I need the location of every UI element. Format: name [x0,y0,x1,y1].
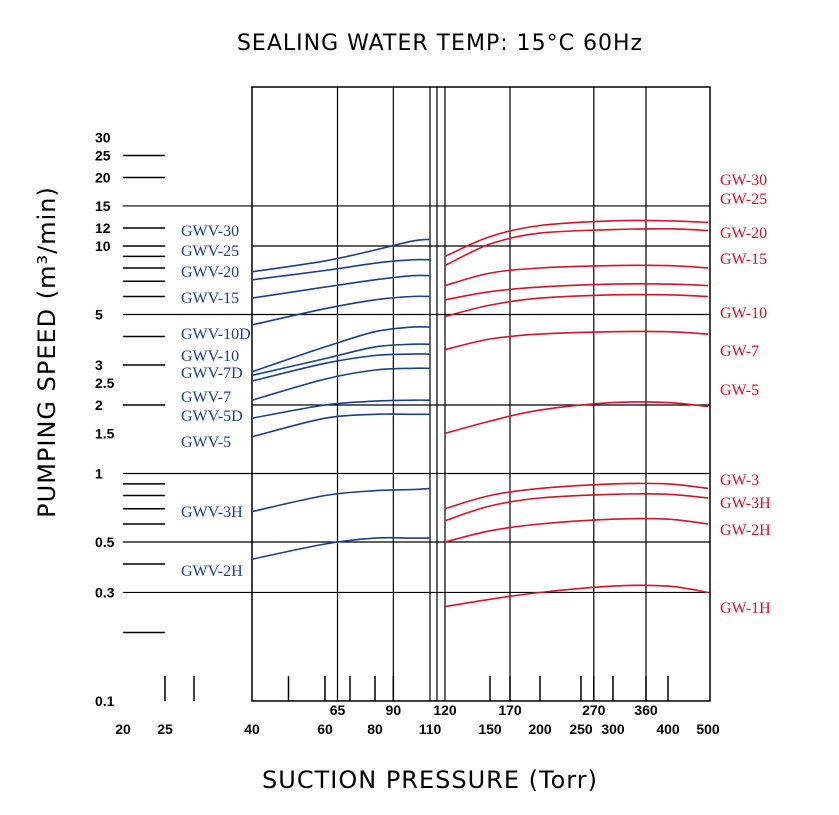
series-line-gw-3 [444,482,709,510]
x-upper-tick-label-360: 360 [634,702,658,718]
x-axis-label: SUCTION PRESSURE (Torr) [262,766,598,794]
series-line-gw-10 [444,293,709,318]
x-upper-tick-label-90: 90 [386,702,402,718]
y-tick-label-12: 12 [95,220,111,236]
series-label-gwv-15: GWV-15 [181,290,239,307]
y-tick-label-10: 10 [95,238,111,254]
series-label-gw-5: GW-5 [720,382,759,399]
series-line-gwv-20 [251,274,431,299]
x-tick-label-500: 500 [696,721,720,737]
x-tick-label-110: 110 [419,721,442,737]
x-tick-label-60: 60 [317,721,333,737]
y-tick-label-3: 3 [95,357,103,373]
series-line-gwv-25 [251,258,431,281]
series-line-gw-20 [444,264,709,287]
y-tick-label-15: 15 [95,198,111,214]
x-tick-label-300: 300 [601,721,625,737]
x-tick-label-25: 25 [157,721,173,737]
y-tick-label-5: 5 [95,306,103,322]
series-label-gw-25: GW-25 [720,191,767,208]
x-tick-label-250: 250 [569,721,593,737]
x-upper-tick-label-120: 120 [433,702,457,718]
x-tick-label-80: 80 [367,721,383,737]
tick-marks [123,154,669,701]
series-line-gwv-15 [251,295,431,326]
y-tick-label-20: 20 [95,170,111,186]
x-tick-label-150: 150 [478,721,502,737]
y-tick-label-0-1: 0.1 [95,693,115,709]
x-tick-label-200: 200 [528,721,552,737]
series-line-gwv-5d [251,399,431,419]
y-tick-label-1: 1 [95,466,103,482]
axis-tick-labels: 0.1 0.3 0.5 1 1.5 2 2.5 3 5 10 12 15 20 25 30 20 25 40 60 8… [95,129,720,737]
series-label-gwv-7: GWV-7 [181,389,231,406]
series-line-gw-3h [444,493,709,522]
x-upper-tick-label-65: 65 [330,702,346,718]
y-tick-label-2-5: 2.5 [95,375,115,391]
series-label-gw-3h: GW-3H [720,495,771,512]
series-line-gw-30 [444,219,709,258]
series-label-gw-3: GW-3 [720,472,759,489]
series-label-gwv-20: GWV-20 [181,264,239,281]
series-line-gwv-7d [251,353,431,382]
y-tick-label-25: 25 [95,147,111,163]
series-label-gwv-7d: GWV-7D [181,365,243,382]
series-label-gw-20: GW-20 [720,225,767,242]
y-tick-label-2: 2 [95,397,103,413]
series-label-gwv-3h: GWV-3H [181,504,243,521]
series-label-gwv-5d: GWV-5D [181,408,243,425]
series-line-gw-2h [444,517,709,543]
series-label-gwv-25: GWV-25 [181,243,239,260]
chart-title: SEALING WATER TEMP: 15°C 60Hz [237,31,643,56]
series-labels: GWV-30GWV-25GWV-20GWV-15GWV-10DGWV-10GWV… [181,172,771,617]
series-line-gwv-10d [251,325,431,373]
series-line-gwv-7 [251,367,431,401]
x-tick-label-40: 40 [244,721,260,737]
series-label-gw-7: GW-7 [720,343,759,360]
series-label-gwv-5: GWV-5 [181,434,231,451]
series-label-gw-10: GW-10 [720,305,767,322]
series-line-gw-25 [444,227,709,267]
x-tick-label-20: 20 [115,721,131,737]
x-upper-tick-label-270: 270 [582,702,606,718]
x-upper-tick-label-170: 170 [498,702,522,718]
series-label-gwv-10: GWV-10 [181,348,239,365]
series-line-gw-7 [444,330,709,351]
series-line-gwv-10 [251,343,431,377]
series-line-gw-15 [444,283,709,301]
series-line-gw-1h [444,584,709,608]
series-lines [251,219,709,608]
series-line-gwv-5 [251,413,430,438]
series-line-gwv-30 [251,238,431,273]
series-line-gwv-2h [251,536,430,560]
series-line-gw-5 [444,401,709,435]
plot-frame [251,86,711,702]
y-tick-label-0-3: 0.3 [95,584,115,600]
series-label-gw-2h: GW-2H [720,522,771,539]
x-tick-label-400: 400 [656,721,680,737]
series-line-gwv-3h [251,487,431,513]
series-label-gw-30: GW-30 [720,172,767,189]
series-label-gwv-10d: GWV-10D [181,326,251,343]
series-label-gwv-2h: GWV-2H [181,563,243,580]
series-label-gw-15: GW-15 [720,251,767,268]
y-tick-label-1-5: 1.5 [95,425,115,441]
y-axis-label: PUMPING SPEED (m³/min) [33,186,61,518]
y-tick-label-30: 30 [95,129,111,145]
series-label-gw-1h: GW-1H [720,600,771,617]
y-tick-label-0-5: 0.5 [95,534,115,550]
series-label-gwv-30: GWV-30 [181,223,239,240]
